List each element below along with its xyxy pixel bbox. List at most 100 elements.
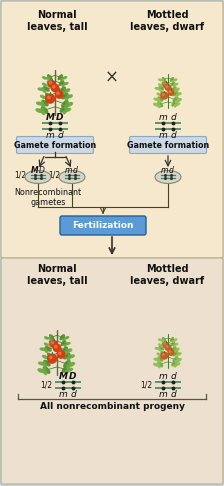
Circle shape: [164, 83, 166, 85]
Text: m: m: [161, 166, 168, 174]
Ellipse shape: [63, 89, 66, 94]
Ellipse shape: [65, 108, 71, 111]
Ellipse shape: [61, 341, 66, 345]
Ellipse shape: [61, 77, 63, 81]
Ellipse shape: [172, 339, 174, 342]
Ellipse shape: [67, 363, 70, 369]
Ellipse shape: [43, 367, 50, 373]
Ellipse shape: [64, 108, 67, 114]
Ellipse shape: [69, 355, 74, 358]
Ellipse shape: [64, 353, 70, 359]
Circle shape: [55, 91, 63, 98]
Ellipse shape: [62, 347, 67, 352]
Ellipse shape: [60, 335, 64, 340]
Text: Normal
leaves, tall: Normal leaves, tall: [27, 264, 87, 286]
Ellipse shape: [38, 88, 43, 90]
Text: 1/2: 1/2: [140, 381, 152, 389]
Ellipse shape: [172, 79, 174, 82]
Ellipse shape: [175, 99, 178, 103]
Ellipse shape: [176, 363, 180, 365]
Ellipse shape: [159, 339, 162, 341]
Ellipse shape: [64, 83, 68, 85]
Ellipse shape: [161, 351, 164, 356]
Circle shape: [169, 91, 171, 92]
Ellipse shape: [175, 344, 178, 345]
Ellipse shape: [59, 171, 85, 184]
Circle shape: [59, 352, 61, 354]
Circle shape: [163, 342, 168, 347]
Ellipse shape: [157, 93, 160, 95]
Ellipse shape: [176, 93, 178, 97]
Ellipse shape: [50, 335, 54, 340]
Ellipse shape: [40, 348, 45, 350]
Circle shape: [165, 85, 171, 90]
Text: Fertilization: Fertilization: [72, 221, 134, 230]
Ellipse shape: [43, 368, 47, 375]
Ellipse shape: [63, 77, 67, 79]
Ellipse shape: [62, 93, 68, 99]
Ellipse shape: [170, 338, 174, 341]
Ellipse shape: [41, 102, 45, 107]
Circle shape: [53, 344, 61, 352]
Circle shape: [47, 354, 57, 363]
Ellipse shape: [157, 353, 160, 355]
Text: M: M: [58, 371, 67, 381]
Ellipse shape: [174, 363, 177, 367]
Ellipse shape: [47, 81, 51, 86]
Ellipse shape: [158, 362, 163, 366]
Ellipse shape: [41, 107, 48, 113]
Text: m: m: [46, 131, 54, 139]
Ellipse shape: [50, 337, 52, 341]
Circle shape: [57, 92, 59, 94]
Ellipse shape: [174, 103, 177, 107]
Ellipse shape: [158, 102, 163, 106]
Ellipse shape: [157, 363, 160, 367]
Ellipse shape: [43, 77, 46, 79]
Circle shape: [50, 356, 52, 359]
Text: All nonrecombinant progeny: All nonrecombinant progeny: [39, 402, 185, 411]
Text: Mottled
leaves, dwarf: Mottled leaves, dwarf: [130, 10, 204, 32]
Ellipse shape: [177, 99, 181, 102]
Ellipse shape: [62, 101, 68, 107]
Circle shape: [163, 82, 168, 87]
Text: M: M: [31, 166, 38, 174]
Ellipse shape: [65, 103, 68, 109]
FancyBboxPatch shape: [1, 258, 223, 484]
Circle shape: [49, 81, 52, 84]
Ellipse shape: [172, 87, 176, 91]
Text: d: d: [73, 166, 78, 174]
Ellipse shape: [58, 75, 62, 80]
Ellipse shape: [174, 348, 176, 352]
Ellipse shape: [46, 93, 50, 99]
Text: 1/2: 1/2: [14, 171, 26, 179]
Ellipse shape: [67, 95, 72, 98]
Ellipse shape: [154, 98, 158, 101]
Ellipse shape: [48, 83, 49, 87]
Ellipse shape: [43, 355, 47, 358]
Circle shape: [45, 94, 55, 103]
Ellipse shape: [63, 337, 65, 341]
Circle shape: [168, 90, 174, 95]
Circle shape: [161, 92, 168, 99]
Ellipse shape: [159, 84, 161, 86]
Ellipse shape: [175, 84, 178, 85]
Ellipse shape: [154, 364, 158, 366]
Ellipse shape: [159, 79, 162, 81]
Ellipse shape: [176, 88, 179, 90]
Ellipse shape: [162, 338, 166, 341]
Ellipse shape: [171, 342, 174, 346]
Ellipse shape: [157, 98, 160, 102]
Ellipse shape: [46, 95, 48, 100]
Ellipse shape: [158, 87, 161, 91]
Ellipse shape: [37, 102, 42, 105]
Ellipse shape: [159, 344, 161, 346]
Ellipse shape: [59, 81, 64, 86]
Ellipse shape: [176, 348, 179, 350]
Ellipse shape: [162, 343, 165, 346]
Text: Normal
leaves, tall: Normal leaves, tall: [27, 10, 87, 32]
Circle shape: [51, 341, 54, 344]
Ellipse shape: [42, 101, 48, 106]
Ellipse shape: [44, 361, 50, 366]
Ellipse shape: [66, 343, 70, 345]
Ellipse shape: [155, 171, 181, 184]
